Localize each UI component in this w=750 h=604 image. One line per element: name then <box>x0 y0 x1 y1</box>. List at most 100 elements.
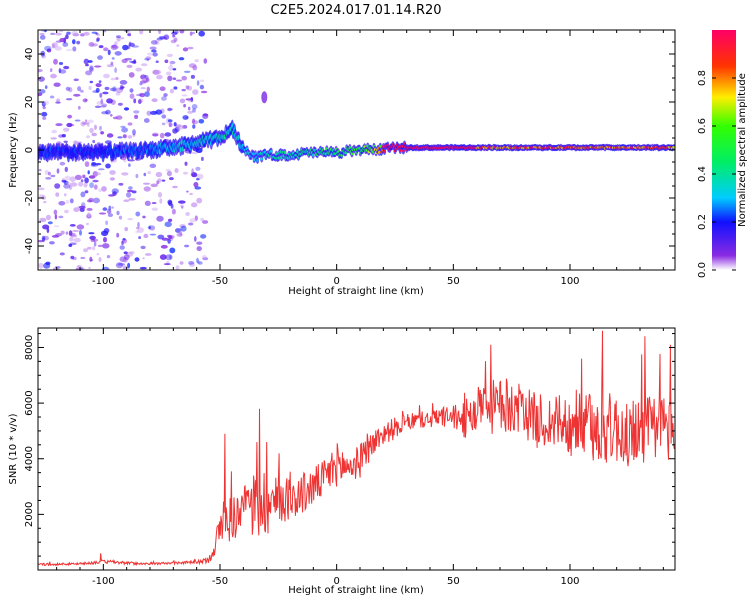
spectrogram-cell <box>43 201 47 204</box>
spectrogram-cell <box>196 241 203 245</box>
spectrogram-cell <box>73 78 79 82</box>
spectrogram-cell <box>196 197 203 204</box>
spectrogram-cell <box>102 266 110 270</box>
spectrogram-cell <box>164 221 172 228</box>
spectrogram-cell <box>67 114 72 119</box>
spectrogram-cell <box>87 119 94 124</box>
snr-x-tick-label: 0 <box>333 576 339 587</box>
spectrogram-cell <box>152 52 158 57</box>
spectrogram-cell <box>127 262 131 269</box>
spectrogram-cell <box>166 71 172 76</box>
spectrogram-cell <box>192 89 199 95</box>
spectrogram-cell <box>89 65 94 71</box>
spectrogram-cell <box>147 171 151 175</box>
spectrogram-cell <box>161 179 166 182</box>
spectrogram-cell <box>169 60 176 65</box>
spectrogram-cell <box>189 218 197 223</box>
spectrogram-cell <box>192 65 198 71</box>
spectrogram-cell <box>98 188 102 193</box>
spectrogram-cell <box>55 123 63 127</box>
spectrogram-cell <box>86 199 93 203</box>
spectrogram-cell <box>64 209 69 214</box>
spectrogram-cell <box>179 261 184 265</box>
spectrogram-cell <box>72 46 77 52</box>
spectrogram-cell <box>54 266 61 269</box>
spectrogram-cell <box>50 137 57 140</box>
snr-frame <box>37 327 676 571</box>
spectrogram-cell <box>68 87 73 93</box>
spectrogram-cell <box>166 170 172 177</box>
spectrogram-cell <box>69 232 76 236</box>
spectrogram-cell <box>44 85 48 89</box>
spectrogram-cell <box>156 37 163 41</box>
spectrogram-cell <box>142 257 145 260</box>
spectrogram-y-tick-label: 40 <box>24 48 35 61</box>
spectrogram-cell <box>183 103 187 108</box>
spectrogram-cell <box>50 32 56 36</box>
spectrogram-cell <box>65 199 70 204</box>
spectrogram-cell <box>119 245 125 250</box>
spectrogram-cell <box>74 119 81 122</box>
spectrogram-cell <box>60 230 65 235</box>
spectrogram-cell <box>161 122 166 126</box>
spectrogram-cell <box>115 77 119 80</box>
spectrogram-cell <box>203 58 208 64</box>
spectrogram-cell <box>95 83 102 88</box>
spectrogram-cell <box>79 229 82 236</box>
spectrogram-cell <box>371 150 375 154</box>
spectrogram-cell <box>146 110 152 116</box>
spectrogram-cell <box>135 94 142 97</box>
colorbar-tick-label: 0.0 <box>697 262 708 278</box>
spectrogram-cell <box>169 61 173 67</box>
spectrogram-cell <box>127 33 132 37</box>
spectrogram-cell <box>38 76 45 82</box>
spectrogram-cell <box>168 218 173 222</box>
spectrogram-cell <box>176 79 182 82</box>
spectrogram-cell <box>202 257 209 261</box>
spectrogram-cell <box>134 114 139 119</box>
spectrogram-cell <box>103 228 110 234</box>
spectrogram-cell <box>166 53 173 58</box>
spectrogram-cell <box>194 215 198 221</box>
spectrogram-cell <box>189 31 193 36</box>
spectrogram-cell <box>152 133 159 137</box>
spectrogram-cell <box>108 205 112 211</box>
spectrogram-cell <box>138 99 142 105</box>
spectrogram-cell <box>38 239 44 243</box>
spectrogram-cell <box>340 153 343 157</box>
spectrogram-cell <box>172 185 178 189</box>
spectrogram-cell <box>80 179 84 183</box>
spectrogram-cell <box>148 226 151 230</box>
spectrogram-cell <box>84 190 89 194</box>
spectrogram-cell <box>198 30 205 37</box>
spectrogram-cell <box>116 36 121 42</box>
spectrogram-cell <box>126 64 133 68</box>
spectrogram-cell <box>39 217 47 223</box>
spectrogram-cell <box>69 224 76 227</box>
snr-axes: -100 -50 0 50 100 2000 4000 6000 8000 <box>24 328 675 587</box>
spectrogram-cell <box>114 41 118 46</box>
spectrogram-cell <box>143 186 151 192</box>
spectrogram-cell <box>70 182 78 187</box>
spectrogram-cell <box>44 30 47 33</box>
spectrogram-cell <box>154 39 160 45</box>
colorbar: 0.0 0.2 0.4 0.6 0.8 Normalized spectral ampl… <box>697 30 748 278</box>
spectrogram-cell <box>96 38 100 43</box>
spectrogram-cell <box>178 57 185 61</box>
spectrogram-x-tick-label: -100 <box>92 276 115 287</box>
spectrogram-cell <box>178 200 186 204</box>
spectrogram-cell <box>59 161 66 166</box>
spectrogram-cell <box>402 149 405 153</box>
spectrogram-cell <box>190 74 195 79</box>
spectrogram-cell <box>172 36 177 42</box>
spectrogram-cell <box>132 129 136 136</box>
spectrogram-cell <box>87 60 93 63</box>
spectrogram-cell <box>44 45 52 52</box>
spectrogram-cell <box>135 211 141 217</box>
spectrogram-cell <box>296 150 299 154</box>
spectrogram-cell <box>110 114 113 117</box>
spectrogram-cell <box>101 103 108 107</box>
spectrogram-cell <box>93 241 97 247</box>
spectrogram-cell <box>94 124 97 130</box>
spectrogram-cell <box>165 168 171 172</box>
